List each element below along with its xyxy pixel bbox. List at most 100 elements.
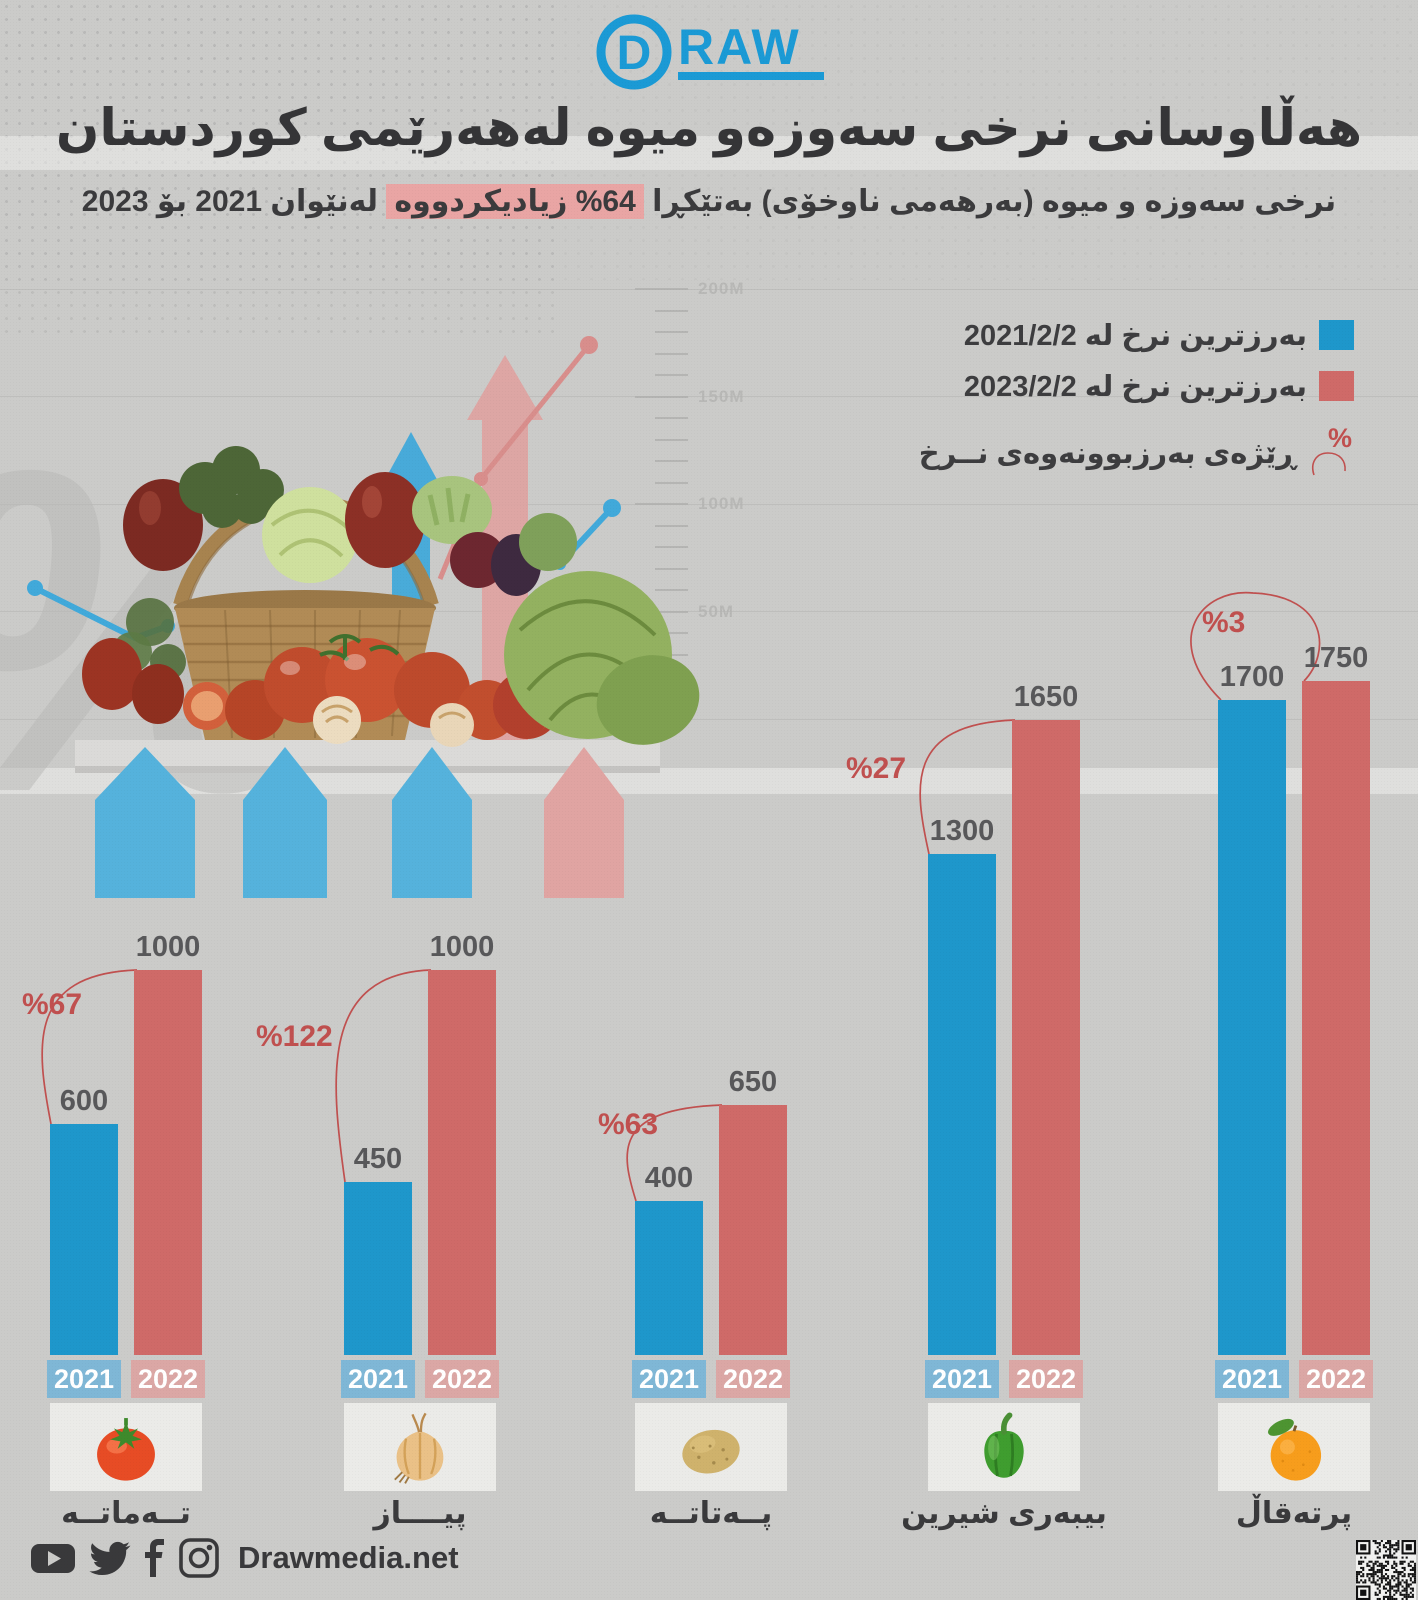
value-2021: 450 — [353, 1143, 403, 1175]
bar-group-orange: %3 1700 1750 2021 2022 پرتەقاڵ — [1202, 0, 1373, 1600]
ruler-tick — [655, 374, 688, 376]
value-2023: 1000 — [429, 931, 495, 963]
qr-code[interactable] — [1355, 1540, 1417, 1600]
product-name: تــەماتــە — [61, 1497, 191, 1530]
bar-group-tomato: %67 600 1000 2021 2022 تــەماتــە — [22, 0, 205, 1600]
pink-arrow-leg — [544, 747, 624, 898]
year-label-2021: 2021 — [341, 1360, 415, 1398]
ruler-tick — [635, 611, 688, 613]
legend-item-2021: بەرزترین نرخ لە 2021/2/2 — [919, 318, 1354, 352]
draw-logo-underline — [678, 71, 824, 80]
gridline — [0, 504, 1418, 505]
value-2023: 1650 — [1013, 681, 1079, 713]
background-ruler: 200M 150M 100M 50M — [600, 279, 780, 758]
gridline — [0, 719, 1418, 720]
year-label-2021: 2021 — [1215, 1360, 1289, 1398]
pink-trend-line — [437, 336, 598, 580]
percent-increase-label: %63 — [598, 1108, 659, 1141]
ruler-tick-label: 200M — [698, 279, 745, 298]
ruler-tick-label: 150M — [698, 387, 745, 406]
bar-2021 — [635, 1201, 703, 1355]
ruler-tick — [655, 353, 688, 355]
legend-label-percent: ڕێژەی بەرزبوونەوەی نــرخ — [918, 437, 1296, 470]
basket-vegetables-back — [123, 446, 577, 596]
ruler-tick — [635, 503, 688, 505]
year-label-2021: 2021 — [925, 1360, 999, 1398]
tomato-icon — [97, 1418, 155, 1481]
gridline — [0, 396, 1418, 397]
subtitle-highlight: 64% زیادیکردووە — [386, 184, 644, 219]
onion-icon — [394, 1412, 444, 1484]
value-2021: 1300 — [929, 815, 995, 847]
percent-increase-label: %67 — [22, 988, 83, 1021]
bar-2023 — [428, 970, 496, 1355]
ruler-tick — [655, 546, 688, 548]
title-band — [0, 136, 1418, 170]
bar-2021 — [50, 1124, 118, 1355]
draw-logo-text: RAW — [678, 18, 801, 75]
product-image-box — [635, 1403, 787, 1491]
ruler-tick — [655, 632, 688, 634]
bar-group-potato: %63 400 650 2021 2022 پــەتاتــە — [598, 0, 790, 1600]
ruler-tick — [655, 525, 688, 527]
year-label-2021: 2021 — [632, 1360, 706, 1398]
ruler-tick — [635, 396, 688, 398]
footer: Drawmedia.net — [30, 1538, 459, 1578]
ruler-tick — [655, 439, 688, 441]
year-label-2022: 2022 — [716, 1360, 790, 1398]
page-title: هەڵاوسانی نرخی سەوزەو میوە لەهەرێمی کورد… — [55, 99, 1363, 156]
bar-2023 — [1012, 720, 1080, 1355]
bar-2021 — [928, 854, 996, 1355]
percent-arc-icon: % — [1308, 423, 1354, 477]
facebook-icon[interactable] — [144, 1538, 166, 1578]
value-2023: 650 — [728, 1066, 778, 1098]
legend-swatch-2023 — [1319, 371, 1354, 401]
bar-group-onion: %122 450 1000 2021 2022 پیــــاز — [256, 0, 499, 1600]
ruler-tick — [655, 568, 688, 570]
gridline — [0, 611, 1418, 612]
pepper-icon — [984, 1412, 1024, 1478]
bar-2023 — [1302, 681, 1370, 1355]
legend-item-percent: % ڕێژەی بەرزبوونەوەی نــرخ — [918, 423, 1354, 479]
shelf — [75, 740, 660, 766]
vegetables-basket-illustration: % — [0, 336, 700, 898]
subtitle-end: لەنێوان 2021 بۆ 2023 — [81, 185, 379, 218]
product-image-box — [50, 1403, 202, 1491]
youtube-icon[interactable] — [30, 1538, 76, 1578]
legend: بەرزترین نرخ لە 2021/2/2 بەرزترین نرخ لە… — [919, 318, 1354, 496]
product-image-box — [928, 1403, 1080, 1491]
ruler-tick — [655, 417, 688, 419]
year-label-2022: 2022 — [425, 1360, 499, 1398]
year-label-2021: 2021 — [47, 1360, 121, 1398]
potato-icon — [682, 1429, 740, 1474]
year-label-2022: 2022 — [1009, 1360, 1083, 1398]
svg-text:D: D — [617, 27, 652, 80]
ruler-tick-label: 100M — [698, 494, 745, 513]
bar-2023 — [719, 1105, 787, 1355]
year-label-2022: 2022 — [131, 1360, 205, 1398]
gridline — [0, 289, 1418, 290]
legend-label-2023: بەرزترین نرخ لە 2023/2/2 — [963, 370, 1307, 403]
product-name: پرتەقاڵ — [1235, 1497, 1353, 1530]
product-name: پــەتاتــە — [649, 1497, 773, 1530]
ruler-tick — [655, 482, 688, 484]
ruler-tick — [635, 288, 688, 290]
ruler-tick — [655, 310, 688, 312]
subtitle-start: نرخی سەوزە و میوە (بەرهەمی ناوخۆی) بەتێک… — [652, 185, 1337, 218]
bar-2023 — [134, 970, 202, 1355]
bar-group-pepper: %27 1300 1650 2021 2022 بیبەری شیرین — [846, 0, 1107, 1600]
website-link[interactable]: Drawmedia.net — [238, 1540, 459, 1575]
product-name: پیــــاز — [373, 1497, 467, 1530]
value-2023: 1750 — [1303, 642, 1369, 674]
draw-logo-d-icon: D — [596, 14, 672, 90]
draw-logo: D RAW — [0, 12, 1418, 92]
blue-arrow-legs — [95, 747, 472, 898]
twitter-icon[interactable] — [89, 1538, 131, 1578]
ruler-tick — [655, 460, 688, 462]
legend-swatch-2021 — [1319, 320, 1354, 350]
instagram-icon[interactable] — [179, 1538, 219, 1578]
basket-vegetables-front — [82, 571, 700, 747]
product-image-box — [344, 1403, 496, 1491]
legend-label-2021: بەرزترین نرخ لە 2021/2/2 — [963, 319, 1307, 352]
